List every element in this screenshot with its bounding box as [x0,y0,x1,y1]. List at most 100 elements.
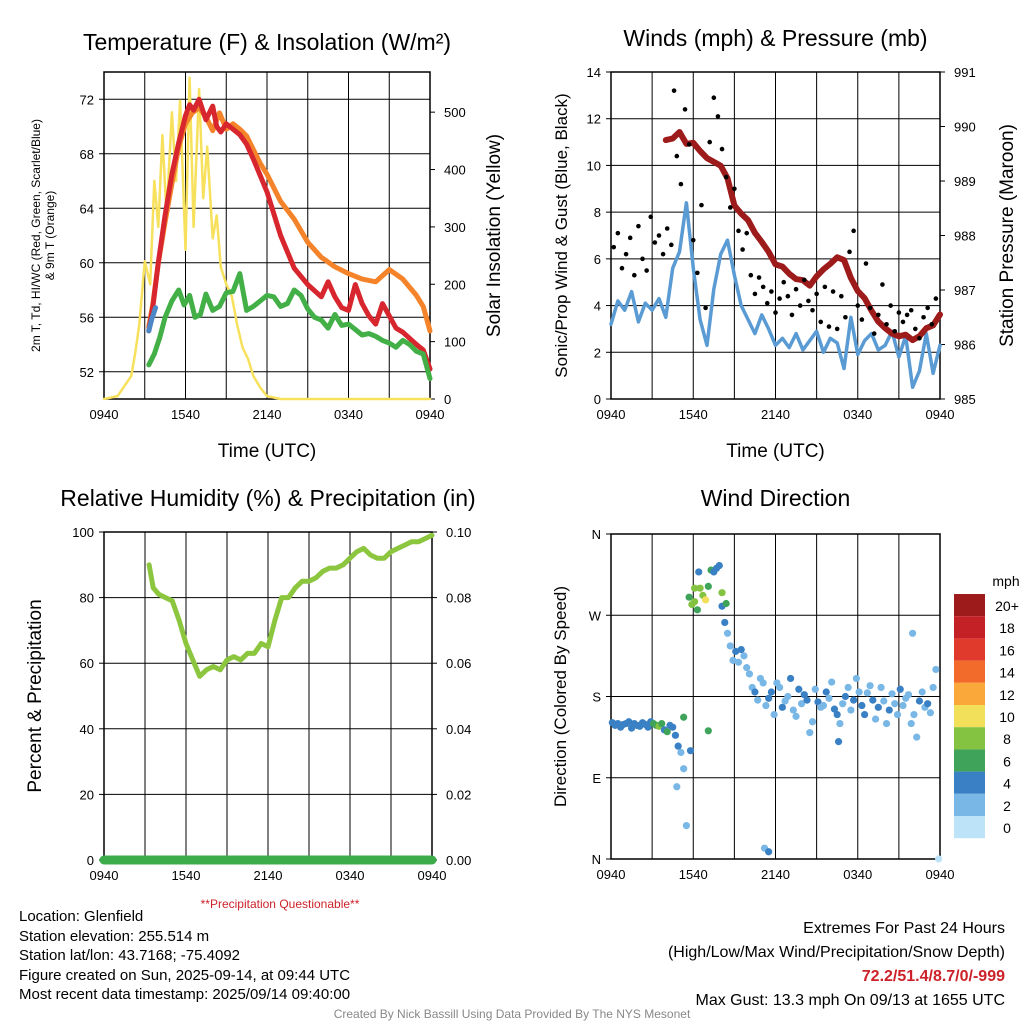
direction-point [839,700,847,708]
direction-point [767,688,775,696]
direction-point [770,710,778,719]
direction-point [847,706,855,714]
colorbar-swatch [954,793,985,816]
direction-point [658,719,666,728]
gust-point [876,312,881,318]
direction-point [806,729,814,737]
y2-tick-label: 200 [444,277,466,292]
y2-tick-label: 990 [954,120,976,135]
direction-point [754,696,762,704]
y-tick-label: 12 [587,112,601,127]
direction-point [819,701,828,710]
direction-point [836,719,844,728]
latlon-text: Station lat/lon: 43.7168; -75.4092 [19,947,241,964]
gust-point [830,289,836,294]
x-tick-label: 0340 [336,868,365,883]
direction-point [723,629,732,637]
gust-point [769,289,774,294]
y2-tick-label: 988 [954,229,976,244]
gust-point [727,205,733,210]
direction-point [673,783,681,791]
colorbar-title: mph [992,573,1019,589]
direction-point [918,688,926,696]
gust-point [632,272,637,278]
chart-title: Wind Direction [701,485,851,511]
gust-point [884,321,889,327]
colorbar-label: 16 [999,642,1015,658]
direction-point [762,701,770,710]
series-line [146,532,435,679]
gust-point [896,310,902,315]
x-tick-label: 1540 [171,407,200,422]
gust-point [921,314,926,320]
direction-point [891,700,899,708]
y-tick-label: 6 [594,252,601,267]
x-tick-label: 0940 [90,868,119,883]
colorbar-swatch [954,749,985,772]
gust-point [913,326,918,332]
direction-point [907,719,915,728]
y2-tick-label: 986 [954,338,976,353]
direction-point [825,694,833,702]
y-tick-label: 2 [594,345,601,360]
station-info: Location: Glenfield Station elevation: 2… [19,907,350,1005]
y-tick-label: 60 [80,656,94,671]
chart-title: Temperature (F) & Insolation (W/m²) [83,29,451,55]
x-tick-label: 2140 [254,868,283,883]
y-axis-title: Percent & Precipitation [25,599,46,792]
direction-point [671,731,680,739]
y-tick-label: W [589,608,602,623]
direction-point [701,596,710,604]
gust-point [674,153,680,159]
series-line [146,96,433,372]
y2-tick-label: 100 [444,335,466,350]
colorbar-label: 8 [1003,731,1011,747]
colorbar-label: 14 [999,665,1015,681]
direction-point [861,710,869,719]
colorbar-label: 6 [1003,753,1011,769]
gust-point [656,233,662,238]
direction-point [803,696,811,704]
direction-point [691,598,699,606]
gust-point [619,265,625,271]
direction-point [759,679,767,687]
y-tick-label: 72 [80,92,94,107]
gust-point [678,181,684,187]
y2-tick-label: 0.10 [446,525,471,540]
direction-point [926,709,935,717]
direction-point [743,664,751,672]
y-tick-label: 0 [87,853,94,868]
direction-point [792,712,800,720]
x-axis-title: Time (UTC) [218,441,317,462]
y2-tick-label: 0.00 [446,853,471,868]
gust-point [908,307,914,313]
gust-point [756,275,762,280]
direction-point [674,742,682,750]
temperature-panel: 0940 1540 2140 0340 0940 Temperature (F) & In… [29,29,505,462]
y2-tick-label: 989 [954,174,976,189]
y-tick-label: 14 [587,65,601,80]
colorbar-label: 12 [999,687,1015,703]
gust-point [748,272,754,278]
direction-point [874,703,882,711]
gust-point [888,303,893,308]
direction-point [830,705,839,713]
direction-point [732,647,740,655]
gust-point [810,307,815,313]
gust-point [834,326,840,332]
gust-point [781,279,787,285]
direction-point [740,652,748,660]
colorbar-swatch [954,616,985,639]
direction-point [704,727,712,735]
extremes-subtitle: (High/Low/Max Wind/Precipitation/Snow De… [667,944,1005,961]
extremes-values: 72.2/51.4/8.7/0/-999 [861,968,1005,985]
temp-frame [103,71,431,400]
direction-point [822,688,830,696]
direction-point [663,728,671,736]
gust-point [652,240,658,245]
y-tick-label: 0 [594,392,601,407]
direction-point [680,765,688,773]
gust-point [615,230,621,236]
direction-point [929,683,937,692]
